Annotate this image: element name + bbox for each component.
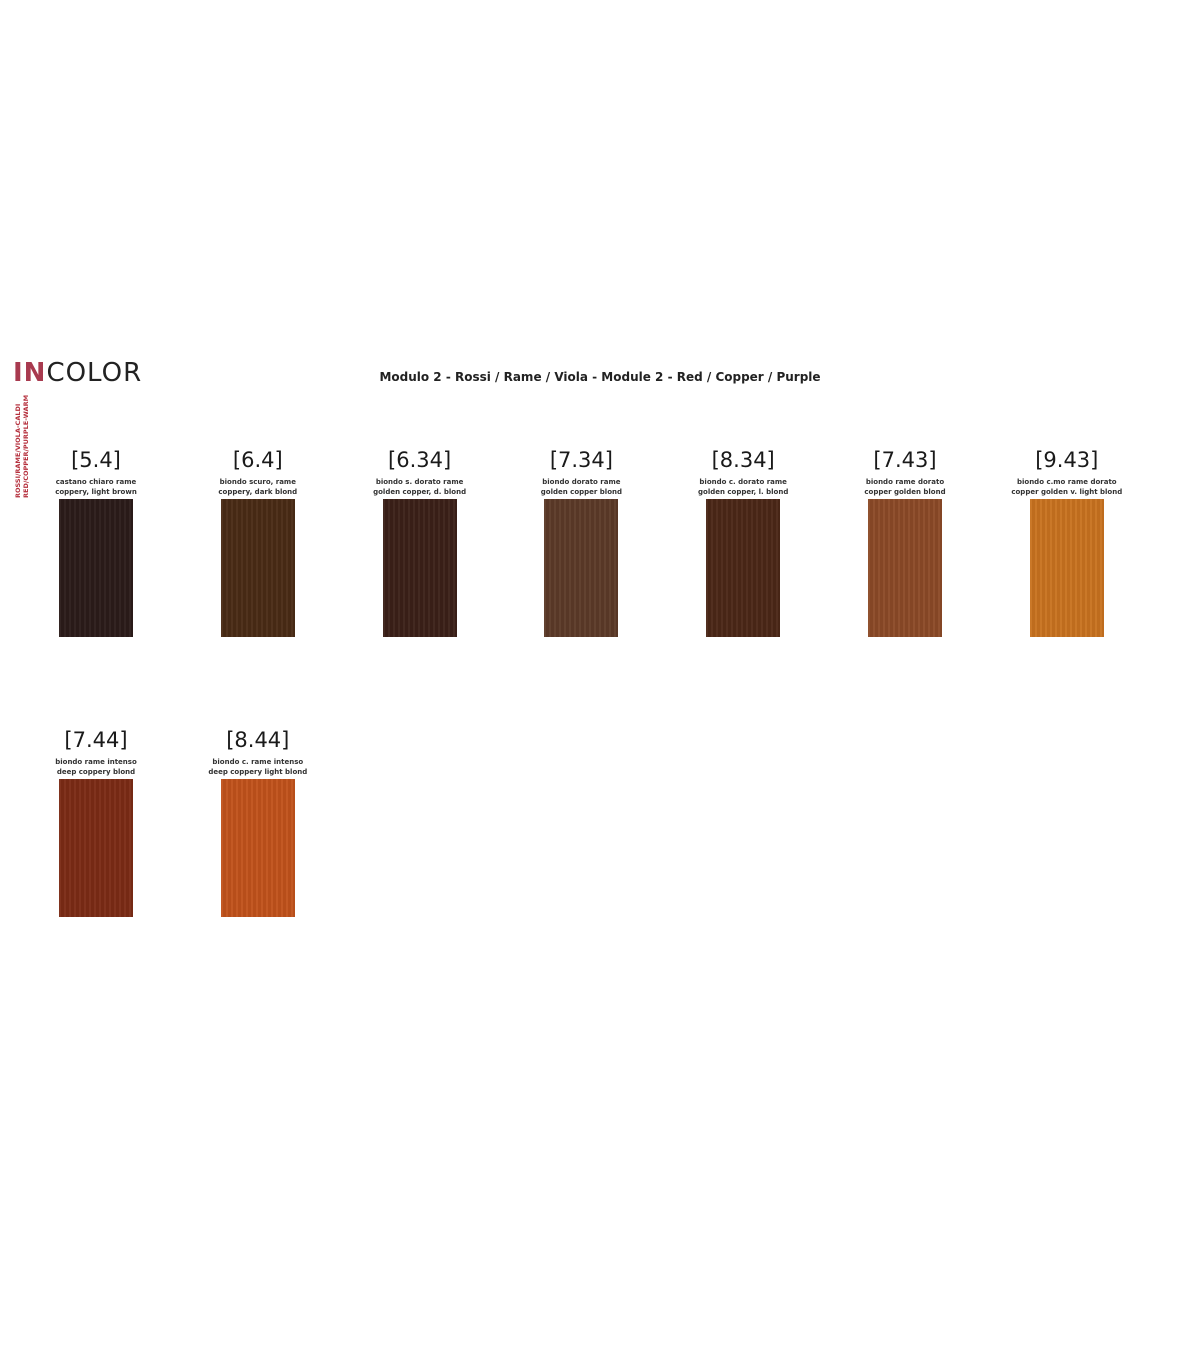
description-it: biondo dorato rame: [542, 478, 621, 486]
color-description: biondo s. dorato rame golden copper, d. b…: [339, 477, 501, 499]
color-swatch-card: [7.34] biondo dorato rame golden copper b…: [500, 445, 662, 637]
color-description: castano chiaro rame coppery, light brown: [15, 477, 177, 499]
color-swatch-card: [8.34] biondo c. dorato rame golden coppe…: [662, 445, 824, 637]
description-en: deep coppery light blond: [208, 768, 308, 776]
color-description: biondo scuro, rame coppery, dark blond: [177, 477, 339, 499]
hair-swatch: [868, 499, 942, 637]
hair-swatch: [220, 779, 295, 917]
color-code: [7.34]: [549, 448, 613, 472]
description-en: deep coppery blond: [56, 768, 136, 776]
color-swatch-card: [6.4] biondo scuro, rame coppery, dark bl…: [177, 445, 339, 637]
color-code: [7.44]: [64, 728, 128, 752]
hair-swatch: [706, 499, 781, 637]
description-en: golden copper, l. blond: [698, 488, 789, 496]
page-title: Modulo 2 - Rossi / Rame / Viola - Module…: [379, 370, 821, 384]
color-description: biondo c. rame intenso deep coppery light…: [177, 757, 339, 779]
description-en: coppery, dark blond: [218, 488, 298, 496]
color-swatch-card: [7.43] biondo rame dorato copper golden b…: [824, 445, 986, 637]
logo-accent: IN: [13, 358, 47, 388]
color-description: biondo rame dorato copper golden blond: [824, 477, 986, 499]
color-swatch-card: [9.43] biondo c.mo rame dorato copper gol…: [986, 445, 1148, 637]
hair-swatch: [59, 499, 133, 637]
incolor-logo: INCOLOR: [13, 358, 142, 388]
color-code: [6.4]: [232, 448, 283, 472]
description-en: golden copper blond: [540, 488, 622, 496]
description-it: biondo c. dorato rame: [699, 478, 787, 486]
color-code: [9.43]: [1035, 448, 1099, 472]
description-en: copper golden v. light blond: [1011, 488, 1123, 496]
color-swatch-card: [8.44] biondo c. rame intenso deep copper…: [177, 725, 339, 917]
color-swatch-card: [5.4] castano chiaro rame coppery, light …: [15, 445, 177, 637]
color-description: biondo rame intenso deep coppery blond: [15, 757, 177, 779]
color-swatch-card: [6.34] biondo s. dorato rame golden coppe…: [339, 445, 501, 637]
hair-swatch: [382, 499, 457, 637]
color-code: [8.44]: [226, 728, 290, 752]
description-it: biondo c.mo rame dorato: [1016, 478, 1117, 486]
color-code: [8.34]: [711, 448, 775, 472]
color-code: [6.34]: [388, 448, 452, 472]
description-it: castano chiaro rame: [55, 478, 137, 486]
description-it: biondo rame intenso: [55, 758, 137, 766]
hair-swatch: [1029, 499, 1104, 637]
description-it: biondo scuro, rame: [219, 478, 296, 486]
logo-rest: COLOR: [46, 358, 143, 388]
color-code: [5.4]: [71, 448, 121, 472]
description-en: golden copper, d. blond: [373, 488, 467, 496]
hair-swatch: [544, 499, 619, 637]
description-en: copper golden blond: [864, 488, 946, 496]
hair-swatch: [220, 499, 295, 637]
description-en: coppery, light brown: [55, 488, 137, 496]
color-description: biondo dorato rame golden copper blond: [500, 477, 662, 499]
hair-swatch: [59, 779, 133, 917]
description-it: biondo rame dorato: [865, 478, 945, 486]
color-code: [7.43]: [873, 448, 937, 472]
color-swatch-card: [7.44] biondo rame intenso deep coppery b…: [15, 725, 177, 917]
color-description: biondo c.mo rame dorato copper golden v. …: [986, 477, 1148, 499]
description-it: biondo c. rame intenso: [212, 758, 304, 766]
description-it: biondo s. dorato rame: [375, 478, 464, 486]
color-description: biondo c. dorato rame golden copper, l. b…: [662, 477, 824, 499]
